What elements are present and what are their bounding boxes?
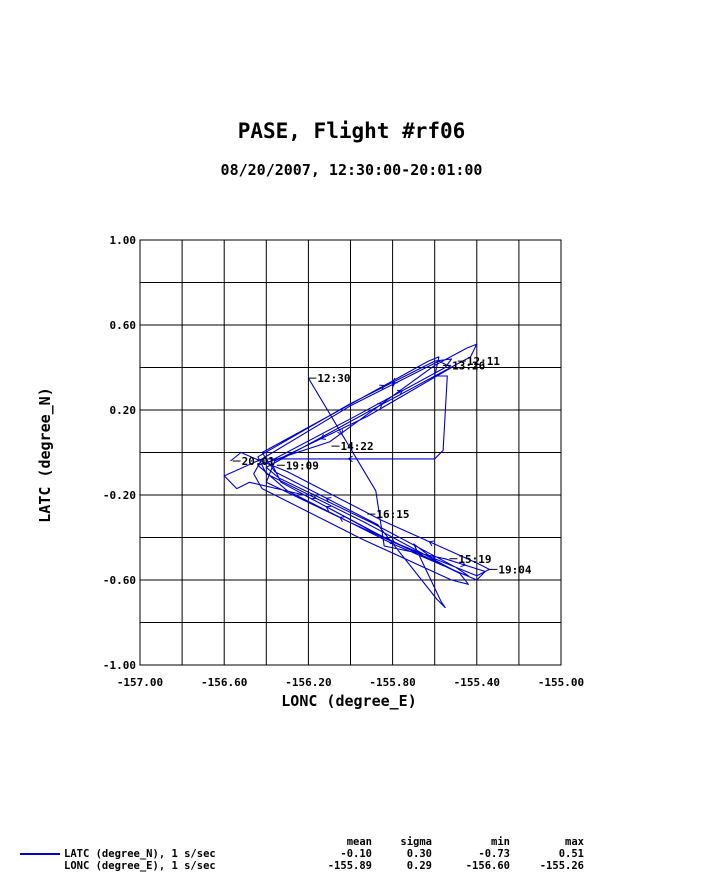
time-annotation-label: 12:30: [317, 372, 350, 385]
direction-arrow: [389, 382, 396, 389]
stats-header-min: min: [491, 836, 510, 848]
y-axis-label: LATC (degree_N): [36, 387, 54, 522]
x-tick-label: -157.00: [117, 676, 163, 689]
time-annotation-label: 12:11: [467, 355, 500, 368]
y-tick-label: 0.20: [110, 404, 137, 417]
flight-track: [223, 343, 490, 609]
x-tick-label: -156.20: [285, 676, 331, 689]
y-tick-label: -1.00: [103, 659, 136, 672]
direction-arrow: [377, 403, 383, 409]
y-tick-label: 1.00: [110, 234, 137, 247]
x-axis-label: LONC (degree_E): [281, 692, 416, 710]
stats-row: LONC (degree_E), 1 s/sec -155.89 0.29 -1…: [20, 860, 584, 872]
time-annotation-label: 16:15: [376, 508, 409, 521]
plot-grid: [139, 239, 562, 666]
x-tick-label: -155.40: [454, 676, 500, 689]
track-plot: -157.00 -156.60 -156.20 -155.80 -155.40 -155.…: [36, 234, 584, 710]
x-tick-label: -155.80: [369, 676, 415, 689]
direction-arrow: [460, 560, 467, 568]
stats-sigma: 0.30: [406, 848, 432, 860]
time-annotation-label: 15:19: [458, 553, 491, 566]
direction-arrow: [347, 455, 353, 463]
stats-min: -156.60: [465, 860, 510, 872]
x-tick-label: -155.00: [538, 676, 584, 689]
stats-mean: -0.10: [340, 848, 372, 860]
time-annotation-label: 19:09: [286, 459, 319, 472]
time-annotation-label: 20:01: [242, 455, 275, 468]
x-tick-label: -156.60: [201, 676, 247, 689]
direction-arrow: [391, 377, 398, 384]
direction-arrow: [379, 384, 385, 391]
y-tick-label: -0.60: [103, 574, 136, 587]
direction-arrow: [337, 429, 343, 436]
chart-title: PASE, Flight #rf06: [237, 119, 466, 143]
stats-row-label: LONC (degree_E), 1 s/sec: [64, 860, 216, 872]
stats-min: -0.73: [478, 848, 510, 860]
y-tick-label: -0.20: [103, 489, 136, 502]
stats-max: 0.51: [558, 848, 584, 860]
direction-arrow: [320, 434, 327, 440]
y-tick-label: 0.60: [110, 319, 137, 332]
time-annotation-label: 14:22: [341, 440, 374, 453]
direction-arrow: [397, 389, 403, 396]
stats-mean: -155.89: [327, 860, 372, 872]
track-line: [223, 343, 490, 609]
direction-arrow: [339, 516, 345, 522]
direction-arrow: [428, 540, 435, 547]
direction-arrow: [325, 505, 332, 512]
stats-header-max: max: [565, 836, 584, 848]
direction-arrow: [389, 538, 396, 545]
legend-swatch: [20, 853, 60, 855]
time-annotation-label: 19:04: [498, 563, 531, 576]
direction-arrow: [310, 493, 317, 500]
stats-header-sigma: sigma: [400, 836, 432, 848]
direction-arrow: [325, 497, 332, 503]
stats-max: -155.26: [539, 860, 584, 872]
axis-ticks: -157.00 -156.60 -156.20 -155.80 -155.40 -155.…: [103, 234, 584, 689]
stats-sigma: 0.29: [406, 860, 432, 872]
statistics-table: mean sigma min max LATC (degree_N), 1 s/…: [20, 836, 584, 872]
stats-row: LATC (degree_N), 1 s/sec -0.10 0.30 -0.7…: [20, 848, 584, 860]
stats-row-label: LATC (degree_N), 1 s/sec: [64, 848, 216, 860]
time-annotation-label: 13:26: [452, 359, 485, 372]
chart-subtitle: 08/20/2007, 12:30:00-20:01:00: [220, 161, 483, 179]
stats-header-mean: mean: [346, 836, 372, 848]
direction-arrow: [429, 554, 436, 561]
